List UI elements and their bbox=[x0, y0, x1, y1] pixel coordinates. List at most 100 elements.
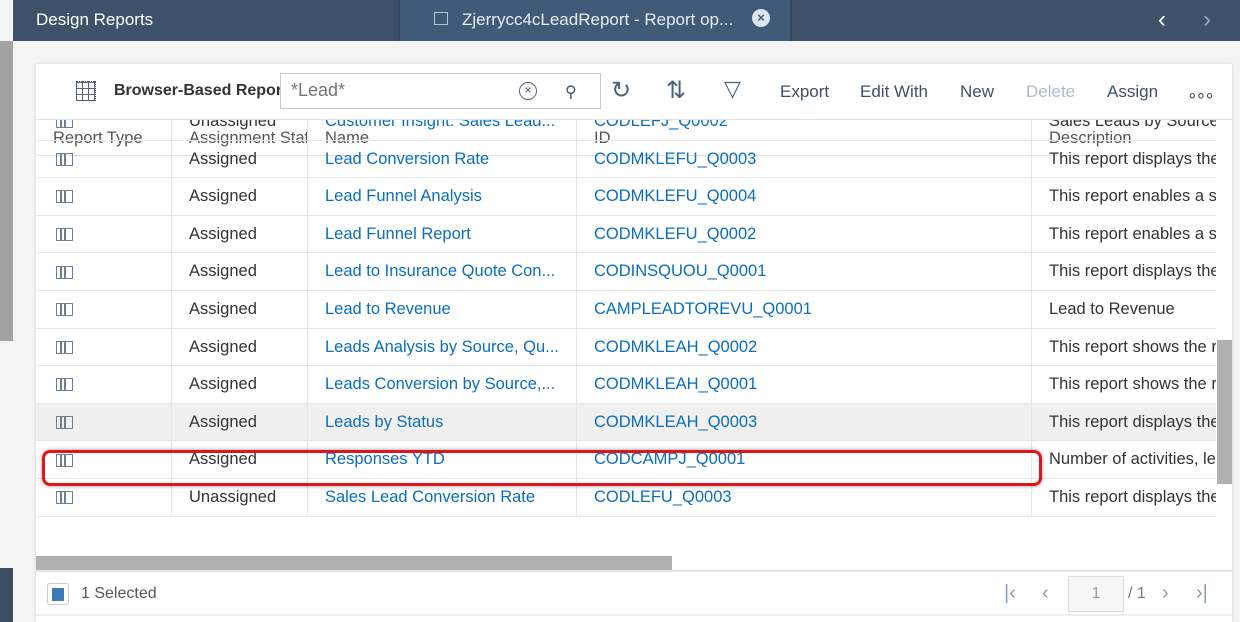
report-id-link[interactable]: CODMKLEFU_Q0003 bbox=[577, 140, 1032, 178]
first-page-icon[interactable]: |‹ bbox=[1004, 582, 1016, 604]
left-panel-edge bbox=[0, 41, 13, 341]
report-id-link[interactable]: CODMKLEAH_Q0001 bbox=[577, 366, 1032, 403]
new-button[interactable]: New bbox=[960, 82, 995, 101]
report-list-card: Browser-Based Reports × ⚲ ↻ ⇅ ▽ Export E… bbox=[36, 64, 1232, 622]
table-row[interactable]: Assigned Leads Analysis by Source, Qu...… bbox=[36, 328, 1216, 367]
view-title[interactable]: Browser-Based Reports bbox=[114, 82, 280, 99]
table-row[interactable]: Assigned Lead Conversion Rate CODMKLEFU_… bbox=[36, 140, 1216, 179]
report-id-link[interactable]: CODCAMPJ_Q0001 bbox=[577, 441, 1032, 478]
report-id-link[interactable]: CODMKLEAH_Q0002 bbox=[577, 328, 1032, 366]
page-input[interactable]: 1 bbox=[1068, 576, 1124, 612]
report-icon bbox=[56, 453, 73, 467]
report-description: Number of activities, le bbox=[1049, 450, 1216, 469]
page-total: / 1 bbox=[1128, 585, 1146, 602]
report-name-link[interactable]: Lead Funnel Analysis bbox=[308, 178, 577, 215]
report-name-link[interactable]: Responses YTD bbox=[308, 441, 577, 478]
horizontal-scrollbar-thumb[interactable] bbox=[36, 556, 672, 570]
selected-row-highlight bbox=[42, 450, 1042, 486]
assignment-status: Unassigned bbox=[172, 120, 308, 140]
vertical-scrollbar-thumb[interactable] bbox=[1217, 340, 1232, 484]
report-id-link[interactable]: CODINSQUOU_Q0001 bbox=[577, 253, 1032, 290]
report-description: Sales Leads by Source bbox=[1049, 120, 1216, 130]
report-id-link[interactable]: CAMPLEADTOREVU_Q0001 bbox=[577, 291, 1032, 328]
table-row[interactable]: Assigned Leads Conversion by Source,... … bbox=[36, 366, 1216, 404]
report-icon bbox=[56, 227, 73, 241]
close-icon[interactable]: × bbox=[752, 9, 770, 27]
report-name-link[interactable]: Sales Lead Conversion Rate bbox=[308, 479, 577, 516]
selected-count: 1 Selected bbox=[81, 585, 157, 602]
report-type-cell bbox=[36, 140, 172, 178]
report-icon bbox=[56, 340, 73, 354]
report-name-link[interactable]: Lead to Insurance Quote Con... bbox=[308, 253, 577, 290]
table-row[interactable]: Assigned Lead to Insurance Quote Con... … bbox=[36, 253, 1216, 291]
select-all-checkbox[interactable] bbox=[47, 583, 69, 605]
assignment-status: Assigned bbox=[172, 328, 308, 366]
report-description: This report enables a s bbox=[1049, 224, 1216, 243]
report-id-link[interactable]: CODMKLEFU_Q0004 bbox=[577, 178, 1032, 215]
report-name-link[interactable]: Lead Conversion Rate bbox=[308, 140, 577, 178]
edit-with-button[interactable]: Edit With bbox=[860, 82, 929, 101]
report-id-link[interactable]: CODLEFJ_Q0002 bbox=[577, 120, 1032, 140]
report-type-cell bbox=[36, 120, 172, 140]
tab-report[interactable]: Zjerrycc4cLeadReport - Report op... × bbox=[398, 0, 792, 41]
top-bar: Design Reports Zjerrycc4cLeadReport - Re… bbox=[13, 0, 1240, 41]
sort-icon[interactable]: ⇅ bbox=[666, 77, 687, 104]
column-header-description[interactable]: Description bbox=[1049, 129, 1132, 147]
report-description: This report displays the bbox=[1049, 412, 1216, 431]
report-description: Lead to Revenue bbox=[1049, 300, 1175, 318]
report-name-link[interactable]: Leads by Status bbox=[308, 403, 577, 441]
assignment-status: Assigned bbox=[172, 140, 308, 178]
prev-page-icon[interactable]: ‹ bbox=[1042, 582, 1049, 604]
table-view-icon[interactable] bbox=[76, 81, 96, 101]
tab-label: Zjerrycc4cLeadReport - Report op... bbox=[462, 10, 734, 29]
table-row[interactable]: Unassigned Customer Insight: Sales Lead.… bbox=[36, 120, 1216, 141]
table-footer: 1 Selected |‹ ‹ 1 / 1 › ›| bbox=[36, 570, 1232, 616]
report-name-link[interactable]: Leads Analysis by Source, Qu... bbox=[308, 328, 577, 366]
report-name-link[interactable]: Lead to Revenue bbox=[308, 291, 577, 328]
report-description: This report shows the r bbox=[1049, 375, 1216, 394]
export-button[interactable]: Export bbox=[780, 82, 830, 101]
report-type-cell bbox=[36, 366, 172, 403]
assignment-status: Assigned bbox=[172, 366, 308, 403]
table-row[interactable]: Assigned Lead Funnel Report CODMKLEFU_Q0… bbox=[36, 215, 1216, 254]
table-row[interactable]: Unassigned Sales Lead Conversion Rate CO… bbox=[36, 479, 1216, 517]
chevron-left-icon[interactable]: ‹ bbox=[1158, 6, 1166, 33]
report-id-link[interactable]: CODMKLEAH_Q0003 bbox=[577, 403, 1032, 441]
more-icon[interactable]: ∘∘∘ bbox=[1187, 86, 1215, 105]
report-name-link[interactable]: Lead Funnel Report bbox=[308, 215, 577, 253]
search-field[interactable]: × ⚲ bbox=[280, 73, 601, 109]
report-icon bbox=[434, 12, 448, 25]
chevron-right-icon[interactable]: › bbox=[1203, 6, 1211, 33]
report-icon bbox=[56, 378, 73, 392]
vertical-scrollbar[interactable] bbox=[1216, 120, 1232, 556]
report-description: This report displays the bbox=[1049, 262, 1216, 281]
filter-icon[interactable]: ▽ bbox=[724, 76, 741, 101]
report-name-link[interactable]: Leads Conversion by Source,... bbox=[308, 366, 577, 403]
table-row[interactable]: Assigned Lead Funnel Analysis CODMKLEFU_… bbox=[36, 178, 1216, 216]
delete-button[interactable]: Delete bbox=[1026, 82, 1076, 101]
assignment-status: Assigned bbox=[172, 291, 308, 328]
search-input[interactable] bbox=[291, 80, 511, 101]
report-name-link[interactable]: Customer Insight: Sales Lead... bbox=[308, 120, 577, 140]
assignment-status: Assigned bbox=[172, 253, 308, 290]
toolbar: Browser-Based Reports × ⚲ ↻ ⇅ ▽ Export E… bbox=[36, 64, 1232, 120]
report-id-link[interactable]: CODLEFU_Q0003 bbox=[577, 479, 1032, 516]
reports-table: Report Type Assignment Status Name ID De… bbox=[36, 120, 1216, 556]
report-icon bbox=[56, 190, 73, 204]
table-row[interactable]: Assigned Leads by Status CODMKLEAH_Q0003… bbox=[36, 403, 1216, 442]
report-id-link[interactable]: CODMKLEFU_Q0002 bbox=[577, 215, 1032, 253]
last-page-icon[interactable]: ›| bbox=[1196, 582, 1208, 604]
assign-button[interactable]: Assign bbox=[1107, 82, 1159, 101]
table-row[interactable]: Assigned Responses YTD CODCAMPJ_Q0001 Nu… bbox=[36, 441, 1216, 479]
left-panel-edge-dark bbox=[0, 568, 13, 622]
report-icon bbox=[56, 491, 73, 505]
report-type-cell bbox=[36, 291, 172, 328]
report-type-cell bbox=[36, 441, 172, 478]
table-row[interactable]: Assigned Lead to Revenue CAMPLEADTOREVU_… bbox=[36, 291, 1216, 329]
clear-icon[interactable]: × bbox=[519, 82, 537, 100]
search-icon[interactable]: ⚲ bbox=[565, 84, 577, 101]
next-page-icon[interactable]: › bbox=[1162, 582, 1169, 604]
report-icon bbox=[56, 152, 73, 166]
refresh-icon[interactable]: ↻ bbox=[611, 77, 632, 104]
report-type-cell bbox=[36, 215, 172, 253]
